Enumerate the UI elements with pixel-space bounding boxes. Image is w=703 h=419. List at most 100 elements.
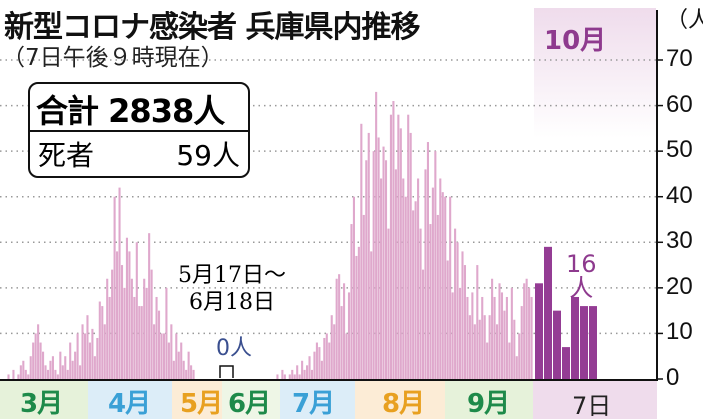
bar [91, 328, 94, 379]
bar [387, 228, 390, 379]
y-tick-label: 40 [666, 181, 693, 209]
bar [508, 342, 511, 379]
bar [461, 251, 464, 379]
bar [29, 356, 32, 379]
bar [458, 287, 462, 379]
latest-value: 16 [566, 250, 597, 278]
bar [384, 160, 388, 379]
bar [281, 369, 284, 379]
bar [493, 296, 496, 379]
bar [471, 292, 474, 379]
bar [407, 114, 410, 379]
bar [175, 333, 178, 379]
bar [133, 296, 136, 379]
bar [318, 347, 321, 379]
bar [64, 356, 67, 379]
bar [350, 224, 353, 379]
bar [328, 342, 331, 379]
chart-title: 新型コロナ感染者 兵庫県内推移 [4, 10, 420, 45]
bar [372, 151, 375, 379]
month-band [172, 381, 222, 419]
bar [27, 374, 30, 379]
bar [491, 278, 494, 379]
bar [510, 287, 513, 379]
bar [276, 374, 279, 379]
bar [454, 228, 457, 379]
bar-october [571, 296, 579, 379]
bar [177, 351, 180, 379]
bar [113, 196, 116, 379]
bar [83, 333, 87, 379]
bar [515, 356, 518, 379]
bar [466, 296, 469, 379]
bar [426, 142, 430, 379]
bar [456, 242, 459, 379]
bar [483, 315, 486, 379]
bar-october [544, 246, 552, 379]
month-label: 6月 [228, 389, 271, 419]
bar [170, 324, 173, 379]
bar [399, 128, 402, 379]
month-label: 7月 [292, 389, 335, 419]
bar [409, 132, 412, 379]
bar [436, 214, 439, 379]
bar [108, 296, 111, 379]
divider [30, 130, 248, 132]
y-tick-label: 30 [666, 227, 693, 255]
bar [417, 178, 420, 379]
latest-unit: 人 [569, 274, 594, 302]
bar [392, 101, 395, 379]
bar [106, 278, 109, 379]
bar [283, 374, 286, 379]
summary-box: 合計 2838人 死者 59人 [28, 82, 250, 178]
month-band [0, 381, 88, 419]
bar [296, 365, 299, 379]
bar [382, 146, 385, 379]
bar [486, 342, 489, 379]
bar [362, 214, 365, 379]
bar [352, 196, 355, 379]
bar [96, 337, 99, 379]
month-label: 3月 [20, 389, 63, 419]
bar [431, 187, 434, 379]
bar [123, 287, 126, 379]
bar [86, 315, 89, 379]
bar [357, 246, 360, 379]
bar [66, 369, 69, 379]
month-label: 5月 [180, 389, 223, 419]
bar [56, 374, 59, 379]
bar [488, 315, 491, 379]
bar [303, 369, 306, 379]
bar [148, 233, 151, 379]
bar [288, 374, 291, 379]
bar [81, 324, 84, 379]
bar [298, 374, 301, 379]
bar [528, 287, 531, 379]
bar [125, 237, 128, 379]
bar [111, 269, 114, 379]
bar [12, 369, 15, 379]
bar [439, 178, 442, 379]
bar [397, 114, 400, 379]
bar [377, 137, 380, 379]
y-tick-label: 60 [666, 90, 693, 118]
bar-october [553, 310, 561, 379]
bar [463, 265, 467, 379]
bar-october [589, 306, 597, 379]
bar-october [580, 306, 588, 379]
bar [320, 360, 323, 379]
bar [441, 192, 444, 379]
y-tick-label: 0 [666, 364, 680, 391]
total-row: 合計 2838人 [36, 86, 225, 132]
bar [120, 265, 124, 379]
total-value: 2838人 [108, 92, 225, 130]
october-band-bottom [533, 381, 657, 419]
bar [476, 265, 479, 379]
bar [473, 324, 476, 379]
bar [421, 269, 425, 379]
bar [530, 296, 533, 379]
month-label: 4月 [108, 389, 151, 419]
bar [88, 342, 91, 379]
y-tick-label: 50 [666, 136, 693, 164]
bar [116, 251, 119, 379]
